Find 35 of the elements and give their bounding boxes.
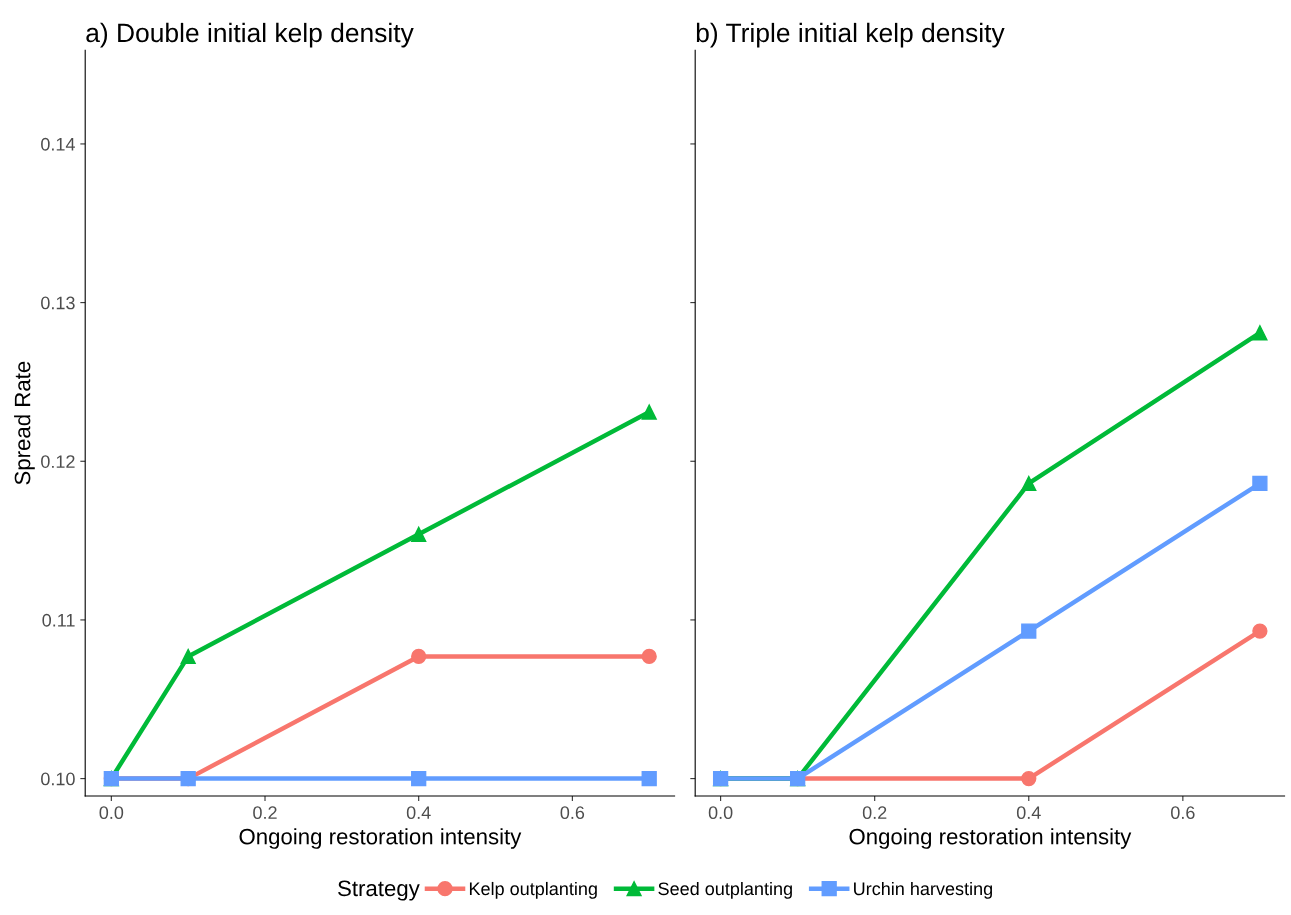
legend-title: Strategy: [338, 880, 420, 901]
point: [641, 404, 657, 420]
point: [1252, 623, 1268, 639]
point: [1252, 475, 1268, 492]
point: [180, 648, 196, 665]
x-axis-title: Ongoing restoration intensity: [849, 828, 1132, 849]
x-tick-label: 0.2: [862, 806, 887, 820]
chart-title: b) Triple initial kelp density: [696, 22, 1005, 48]
y-tick-label: 0.11: [42, 613, 75, 627]
x-axis-title: Ongoing restoration intensity: [239, 828, 522, 849]
legend-label: Seed outplanting: [658, 881, 792, 899]
x-tick-label: 0.2: [253, 806, 277, 820]
y-axis-title: Spread Rate: [14, 361, 35, 485]
y-tick-label: 0.10: [41, 772, 75, 786]
chart-title: a) Double initial kelp density: [86, 22, 414, 48]
point: [411, 770, 427, 787]
x-tick-label: 0.0: [99, 806, 124, 820]
x-tick-label: 0.6: [560, 806, 585, 820]
y-tick-label: 0.14: [41, 137, 75, 151]
x-tick-label: 0.4: [1016, 806, 1041, 820]
point: [641, 770, 657, 787]
point: [1021, 770, 1037, 787]
point: [1021, 623, 1037, 639]
point: [641, 648, 657, 665]
x-tick-label: 0.0: [708, 806, 733, 820]
point: [1252, 325, 1268, 341]
x-tick-label: 0.6: [1171, 806, 1195, 820]
point: [411, 526, 427, 542]
y-tick-label: 0.13: [41, 296, 75, 310]
legend-label: Urchin harvesting: [854, 881, 992, 899]
x-tick-label: 0.4: [406, 806, 431, 820]
y-tick-label: 0.12: [41, 455, 75, 468]
point: [411, 648, 427, 665]
legend-label: Kelp outplanting: [469, 881, 597, 899]
point: [1021, 475, 1037, 492]
